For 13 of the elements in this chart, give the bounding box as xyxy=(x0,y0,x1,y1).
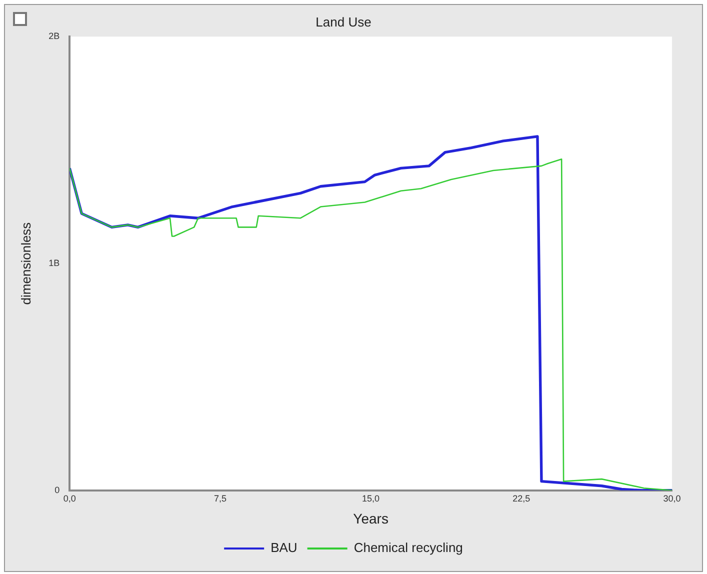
chart-title: Land Use xyxy=(316,14,372,30)
x-axis-title: Years xyxy=(353,510,388,526)
x-tick-label: 15,0 xyxy=(362,493,380,504)
y-tick-label: 0 xyxy=(54,484,60,495)
x-tick-label: 22,5 xyxy=(512,493,530,504)
legend-label: BAU xyxy=(270,540,298,556)
x-tick-label: 7,5 xyxy=(214,493,226,504)
y-axis-title: dimensionless xyxy=(18,222,34,305)
x-tick-label: 30,0 xyxy=(663,493,681,504)
x-tick-label: 0,0 xyxy=(63,493,76,504)
legend-label: Chemical recycling xyxy=(354,540,463,556)
y-tick-label: 1B xyxy=(48,258,60,268)
y-tick-label: 2B xyxy=(48,31,60,42)
